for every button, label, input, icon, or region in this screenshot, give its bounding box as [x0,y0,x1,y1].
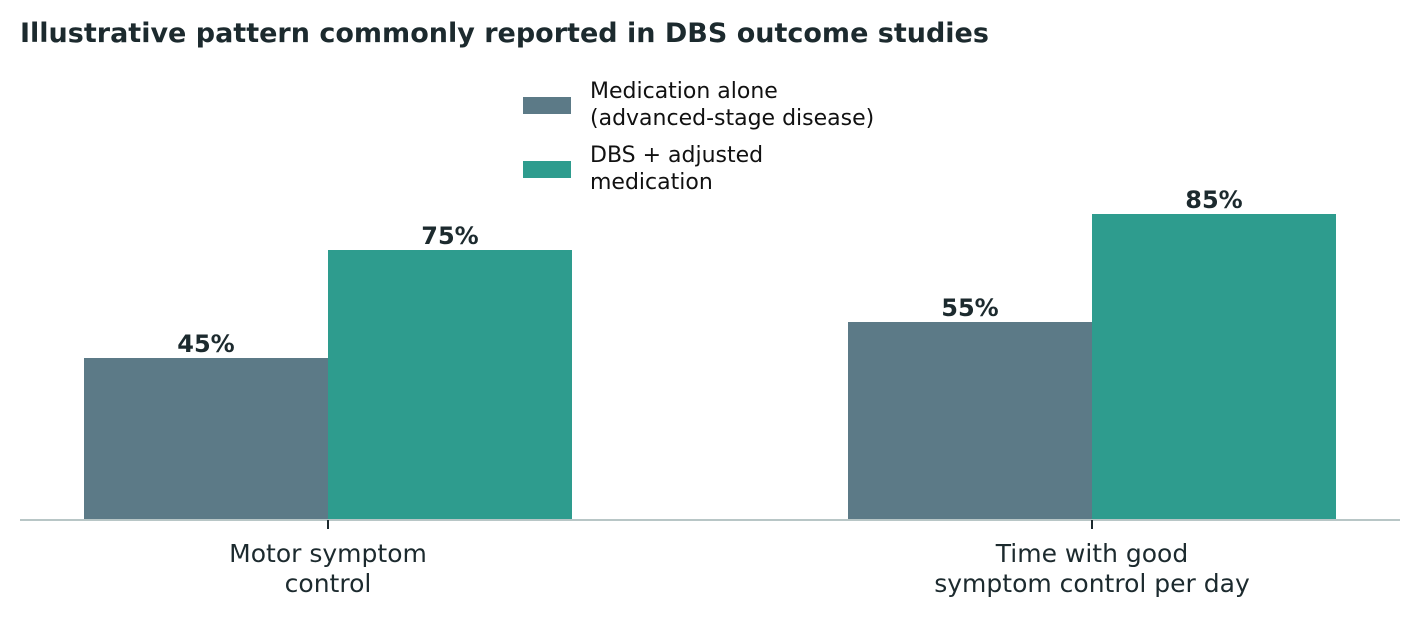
legend-swatch-1 [523,97,571,114]
x-tick-label-2: Time with good symptom control per day [934,539,1250,598]
legend-label-1: Medication alone (advanced-stage disease) [590,79,874,131]
value-label-series2-category1: 75% [421,222,478,250]
x-tick-label-1: Motor symptom control [229,539,427,598]
bar-series2-category1 [328,250,572,520]
bar-series2-category2 [1092,214,1336,520]
bars-layer [84,214,1336,520]
value-label-series1-category2: 55% [941,294,998,322]
value-labels-layer: 45% 55% 75% 85% [177,186,1242,358]
value-label-series1-category1: 45% [177,330,234,358]
x-ticks-layer: Motor symptom control Time with good sympto… [229,520,1250,598]
value-label-series2-category2: 85% [1185,186,1242,214]
legend: Medication alone (advanced-stage disease)… [523,79,874,195]
legend-label-2: DBS + adjusted medication [590,143,763,195]
bar-series1-category2 [848,322,1092,520]
legend-swatch-2 [523,161,571,178]
chart-title: Illustrative pattern commonly reported i… [20,18,989,49]
bar-series1-category1 [84,358,328,520]
